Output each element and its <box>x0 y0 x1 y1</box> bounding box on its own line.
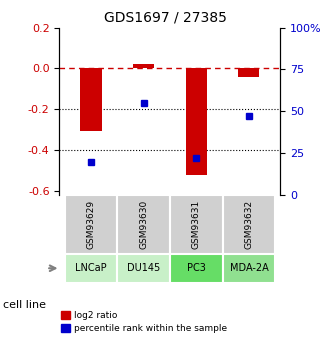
FancyBboxPatch shape <box>65 254 117 283</box>
Text: GDS1697 / 27385: GDS1697 / 27385 <box>104 10 226 24</box>
Text: GSM93631: GSM93631 <box>192 200 201 249</box>
Bar <box>186 68 207 175</box>
FancyBboxPatch shape <box>117 195 170 254</box>
Bar <box>81 68 102 131</box>
Text: GSM93632: GSM93632 <box>245 200 253 249</box>
FancyBboxPatch shape <box>170 195 223 254</box>
FancyBboxPatch shape <box>223 195 275 254</box>
Text: GSM93630: GSM93630 <box>139 200 148 249</box>
Text: GSM93629: GSM93629 <box>86 200 95 249</box>
Bar <box>133 65 154 68</box>
Text: MDA-2A: MDA-2A <box>230 263 268 273</box>
FancyBboxPatch shape <box>65 195 117 254</box>
Text: DU145: DU145 <box>127 263 160 273</box>
Text: cell line: cell line <box>3 300 46 310</box>
Text: PC3: PC3 <box>187 263 206 273</box>
FancyBboxPatch shape <box>170 254 223 283</box>
Text: LNCaP: LNCaP <box>75 263 107 273</box>
FancyBboxPatch shape <box>117 254 170 283</box>
Bar <box>238 68 259 77</box>
FancyBboxPatch shape <box>223 254 275 283</box>
Legend: log2 ratio, percentile rank within the sample: log2 ratio, percentile rank within the s… <box>57 307 231 337</box>
